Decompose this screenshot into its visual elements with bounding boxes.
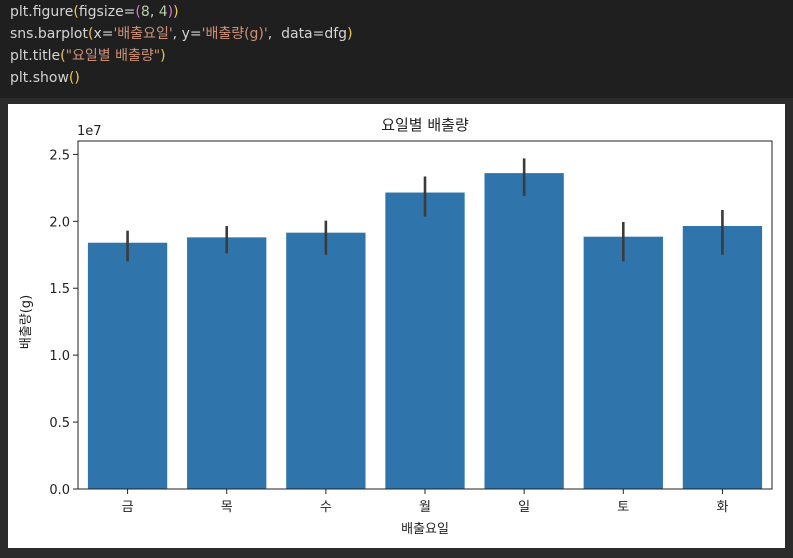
code-token: () — [68, 70, 80, 86]
code-token: figsize= — [78, 4, 136, 20]
bar — [286, 232, 366, 489]
code-token: "요일별 배출량" — [65, 48, 161, 64]
x-tick-label: 목 — [221, 500, 233, 515]
x-axis-label: 배출요일 — [401, 522, 449, 537]
code-token: plt.title — [10, 48, 61, 64]
code-token: plt.show — [10, 70, 69, 86]
code-line-2: sns.barplot(x='배출요일', y='배출량(g)', data=d… — [10, 24, 353, 44]
code-token: sns.barplot — [10, 26, 88, 42]
y-tick-label: 0.0 — [49, 483, 70, 498]
code-line-4: plt.show() — [10, 68, 80, 88]
code-token: , data=dfg — [267, 26, 348, 42]
code-token: 8 — [140, 4, 150, 20]
bar — [187, 237, 267, 489]
code-token: x= — [93, 26, 114, 42]
bar — [682, 225, 763, 489]
code-token: ( — [135, 4, 141, 20]
code-token: plt.figure — [10, 4, 74, 20]
y-axis-label: 배출량(g) — [19, 295, 34, 349]
y-tick-label: 2.0 — [49, 215, 70, 230]
x-tick-label: 화 — [716, 500, 728, 515]
code-token: ( — [60, 48, 66, 64]
code-token: '배출요일' — [113, 26, 173, 42]
x-tick-label: 수 — [320, 500, 332, 515]
bar — [385, 192, 465, 489]
plot-frame — [77, 140, 773, 490]
x-tick-label: 월 — [419, 500, 431, 515]
bar-chart: 요일별 배출량 1e7 배출요일 배출량(g) 0.0 0.5 1.0 1.5 2.0 2… — [19, 116, 773, 537]
code-token: ) — [167, 4, 174, 20]
cell-output: 요일별 배출량 1e7 배출요일 배출량(g) 0.0 0.5 1.0 1.5 2.0 2… — [8, 104, 785, 548]
code-token: ( — [73, 4, 79, 20]
code-token: 4 — [158, 4, 168, 20]
bar — [87, 242, 168, 489]
code-cell[interactable]: plt.figure(figsize=(8, 4)) sns.barplot(x… — [0, 0, 793, 98]
code-line-3: plt.title("요일별 배출량") — [10, 46, 166, 66]
code-token: , y= — [172, 26, 202, 42]
code-token: , — [149, 4, 159, 20]
y-tick-label: 2.5 — [49, 148, 70, 163]
x-tick-label: 금 — [122, 500, 134, 515]
y-tick-label: 1.5 — [49, 282, 70, 297]
code-token: ( — [87, 26, 94, 42]
x-tick-label: 토 — [617, 500, 629, 515]
bar — [583, 236, 663, 489]
chart-title: 요일별 배출량 — [381, 116, 469, 134]
code-token: ) — [347, 26, 353, 42]
code-token: '배출량(g)' — [201, 26, 268, 42]
code-line-1: plt.figure(figsize=(8, 4)) — [10, 2, 179, 22]
bar — [484, 173, 564, 489]
code-token: ) — [173, 4, 179, 20]
y-offset-label: 1e7 — [77, 124, 102, 139]
y-tick-label: 0.5 — [49, 416, 70, 431]
x-tick-label: 일 — [518, 500, 530, 515]
code-token: ) — [160, 48, 166, 64]
y-tick-label: 1.0 — [49, 349, 70, 364]
